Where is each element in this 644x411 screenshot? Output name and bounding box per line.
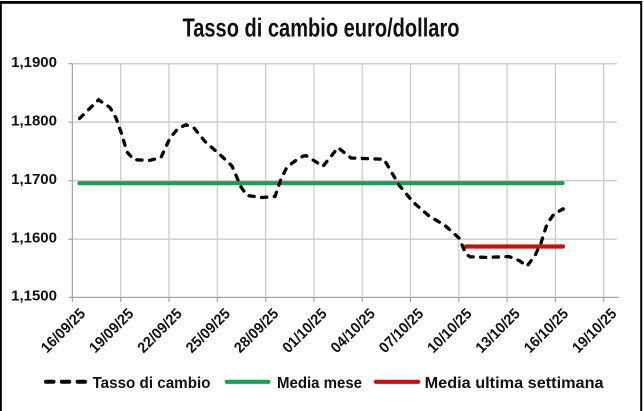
svg-text:1,1700: 1,1700 <box>11 171 57 188</box>
svg-text:Media ultima settimana: Media ultima settimana <box>425 375 604 392</box>
svg-text:1,1800: 1,1800 <box>11 112 57 129</box>
svg-text:Media mese: Media mese <box>277 375 362 392</box>
svg-text:1,1900: 1,1900 <box>11 54 57 71</box>
svg-text:Tasso di cambio euro/dollaro: Tasso di cambio euro/dollaro <box>183 13 460 43</box>
svg-text:Tasso di cambio: Tasso di cambio <box>93 375 211 392</box>
svg-text:1,1500: 1,1500 <box>11 288 57 305</box>
svg-text:1,1600: 1,1600 <box>11 229 57 246</box>
